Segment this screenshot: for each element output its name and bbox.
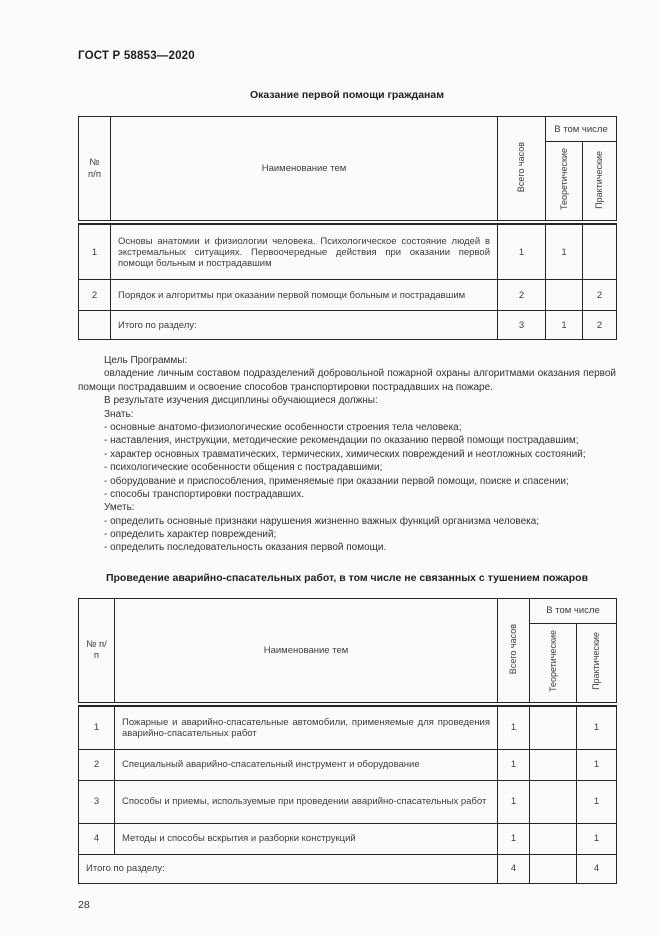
- cell-topic: Порядок и алгоритмы при оказании первой …: [110, 279, 498, 311]
- section-title-rescue-works: Проведение аварийно-спасательных работ, …: [105, 571, 589, 584]
- header-including: В том числе: [528, 597, 618, 624]
- header-total-hours-label: Всего часов: [508, 623, 518, 674]
- paragraph: В результате изучения дисциплины обучающ…: [104, 395, 378, 407]
- header-practical: Практические: [581, 141, 618, 221]
- cell-topic: Основы анатомии и физиологии человека. П…: [110, 223, 498, 280]
- cell-practice-hours: 4: [575, 853, 618, 884]
- cell-num: 2: [78, 748, 115, 781]
- header-practical: Практические: [575, 622, 618, 703]
- header-total-hours: Всего часов: [497, 597, 530, 703]
- cell-num: 4: [78, 822, 115, 855]
- cell-total-hours: 1: [497, 705, 530, 750]
- header-theoretical: Теоретические: [545, 141, 583, 221]
- cell-topic: Методы и способы вскрытия и разборки кон…: [114, 822, 498, 855]
- cell-num: 1: [78, 705, 115, 750]
- paragraph: Знать:: [104, 408, 134, 420]
- header-num: № п/п: [78, 597, 115, 703]
- cell-total-hours: 4: [497, 853, 530, 884]
- table-total-row: Итого по разделу: 4 4: [78, 853, 618, 884]
- cell-total-hours: 3: [497, 310, 546, 340]
- cell-total-hours: 1: [497, 223, 546, 280]
- cell-practice-hours: 1: [575, 822, 618, 855]
- paragraph: - основные анатомо-физиологические особе…: [104, 421, 462, 433]
- table-row: 4 Методы и способы вскрытия и разборки к…: [78, 822, 618, 855]
- cell-theory-hours: [545, 279, 583, 311]
- cell-theory-hours: [529, 822, 577, 855]
- paragraph: Уметь:: [104, 502, 135, 514]
- paragraph: - способы транспортировки пострадавших.: [104, 488, 305, 500]
- header-including: В том числе: [544, 116, 618, 142]
- header-total-hours-label: Всего часов: [516, 141, 526, 193]
- cell-total-hours: 1: [497, 748, 530, 781]
- cell-num: 3: [78, 779, 115, 824]
- cell-theory-hours: [529, 705, 577, 750]
- header-body-separator: [78, 220, 617, 225]
- cell-total-hours: 2: [497, 279, 546, 311]
- cell-total-hours: 1: [497, 822, 530, 855]
- doc-number: ГОСТ Р 58853—2020: [78, 50, 195, 62]
- table-total-row: Итого по разделу: 3 1 2: [78, 310, 618, 340]
- cell-num: 1: [78, 223, 111, 280]
- program-description: Цель Программы: овладение личным составо…: [78, 354, 616, 555]
- cell-theory-hours: 1: [545, 310, 583, 340]
- cell-practice-hours: 1: [575, 748, 618, 781]
- cell-theory-hours: [529, 853, 577, 884]
- paragraph: - психологические особенности общения с …: [104, 462, 383, 474]
- paragraph: - определить характер повреждений;: [104, 529, 277, 541]
- cell-topic: Пожарные и аварийно-спасательные автомоб…: [114, 705, 498, 750]
- table-row: 1 Пожарные и аварийно-спасательные автом…: [78, 705, 618, 750]
- table-row: 2 Порядок и алгоритмы при оказании перво…: [78, 279, 618, 311]
- cell-topic: Способы и приемы, используемые при прове…: [114, 779, 498, 824]
- page-number: 28: [78, 898, 90, 911]
- cell-practice-hours: 1: [575, 779, 618, 824]
- paragraph: Цель Программы:: [104, 355, 188, 366]
- cell-practice-hours: 2: [581, 310, 618, 340]
- table-row: 2 Специальный аварийно-спасательный инст…: [78, 748, 618, 781]
- header-theoretical-label: Теоретические: [558, 148, 569, 211]
- table-header-row: № п/п Наименование тем Всего часов В том…: [78, 597, 618, 703]
- table-header-row: № п/п Наименование тем Всего часов В том…: [78, 116, 618, 221]
- cell-total-label: Итого по разделу:: [110, 310, 498, 340]
- first-aid-hours-table: № п/п Наименование тем Всего часов В том…: [78, 116, 618, 340]
- paragraph: - наставления, инструкции, методические …: [104, 435, 579, 447]
- cell-topic: Специальный аварийно-спасательный инстру…: [114, 748, 498, 781]
- header-topic: Наименование тем: [110, 116, 498, 221]
- header-num: № п/п: [78, 116, 111, 221]
- header-total-hours: Всего часов: [497, 116, 546, 221]
- header-topic: Наименование тем: [114, 597, 498, 703]
- paragraph: - определить последовательность оказания…: [104, 542, 387, 554]
- header-practical-label: Практические: [594, 150, 604, 209]
- cell-practice-hours: 1: [575, 705, 618, 750]
- paragraph: - определить основные признаки нарушения…: [104, 515, 540, 527]
- table-row: 1 Основы анатомии и физиологии человека.…: [78, 223, 618, 280]
- section-title-first-aid: Оказание первой помощи гражданам: [250, 89, 444, 101]
- header-theoretical: Теоретические: [529, 622, 577, 703]
- paragraph: - характер основных травматических, терм…: [104, 448, 586, 460]
- header-theoretical-label: Теоретические: [547, 630, 558, 693]
- cell-theory-hours: [529, 779, 577, 824]
- cell-total-label: Итого по разделу:: [78, 853, 498, 884]
- cell-num: [78, 310, 111, 340]
- cell-total-hours: 1: [497, 779, 530, 824]
- paragraph: овладение личным составом подразделений …: [78, 368, 616, 393]
- rescue-works-hours-table: № п/п Наименование тем Всего часов В том…: [78, 597, 618, 884]
- cell-practice-hours: [581, 223, 618, 280]
- cell-practice-hours: 2: [581, 279, 618, 311]
- table-row: 3 Способы и приемы, используемые при про…: [78, 779, 618, 824]
- cell-theory-hours: [529, 748, 577, 781]
- table-header-row: Теоретические Практические: [79, 622, 618, 703]
- cell-theory-hours: 1: [545, 223, 583, 280]
- table-header-row: Теоретические Практические: [79, 141, 618, 221]
- header-practical-label: Практические: [591, 632, 601, 691]
- header-body-separator: [78, 701, 617, 707]
- cell-num: 2: [78, 279, 111, 311]
- paragraph: - оборудование и приспособления, применя…: [104, 475, 569, 487]
